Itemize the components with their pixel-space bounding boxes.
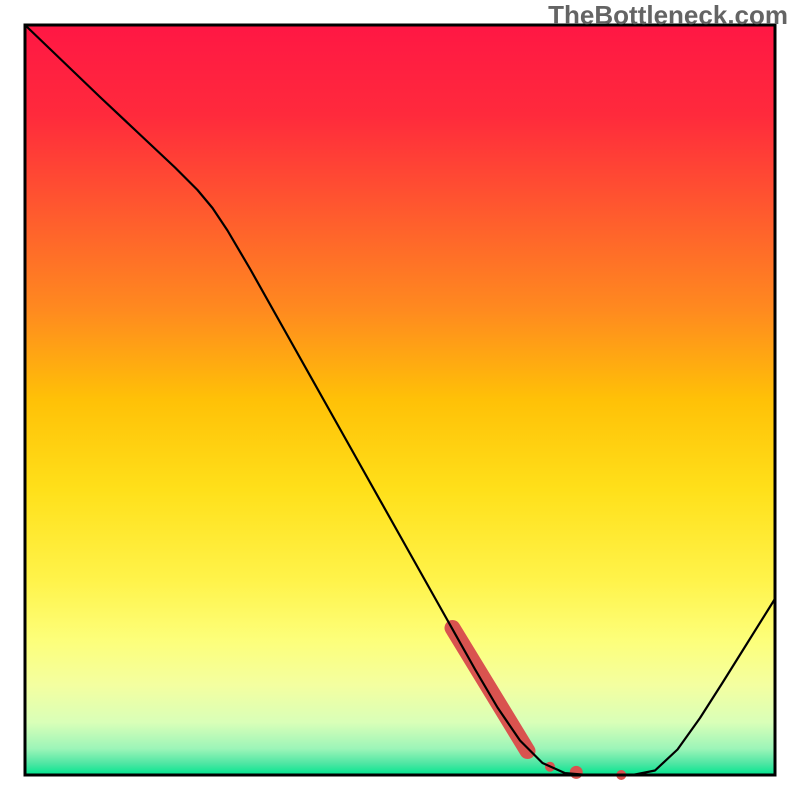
plot-background <box>25 25 775 775</box>
chart-container: TheBottleneck.com <box>0 0 800 800</box>
highlight-dot <box>570 766 583 779</box>
chart-svg <box>0 0 800 800</box>
